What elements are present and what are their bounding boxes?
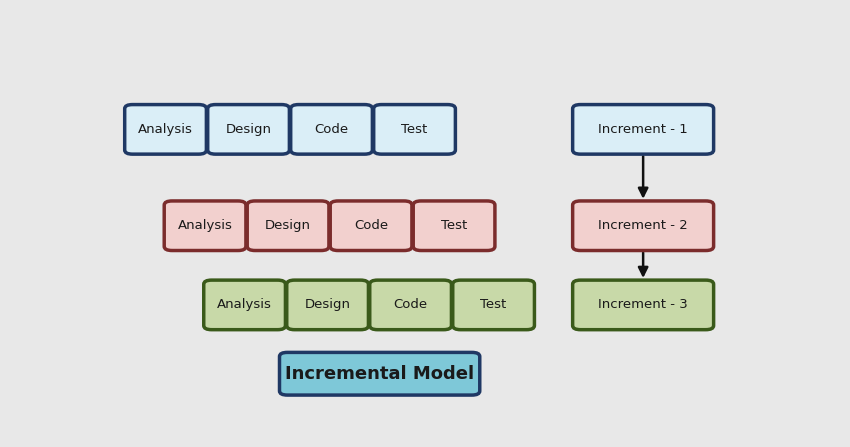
Text: Code: Code <box>394 299 428 312</box>
Text: Test: Test <box>441 219 468 232</box>
Text: Analysis: Analysis <box>178 219 233 232</box>
Text: Incremental Model: Incremental Model <box>285 365 474 383</box>
FancyBboxPatch shape <box>573 105 714 154</box>
Text: Design: Design <box>225 123 271 136</box>
Text: Test: Test <box>401 123 428 136</box>
FancyBboxPatch shape <box>286 280 368 330</box>
Text: Analysis: Analysis <box>138 123 193 136</box>
FancyBboxPatch shape <box>413 201 495 250</box>
Text: Design: Design <box>265 219 311 232</box>
FancyBboxPatch shape <box>573 280 714 330</box>
FancyBboxPatch shape <box>291 105 372 154</box>
FancyBboxPatch shape <box>453 280 535 330</box>
FancyBboxPatch shape <box>164 201 246 250</box>
FancyBboxPatch shape <box>125 105 207 154</box>
FancyBboxPatch shape <box>374 105 456 154</box>
Text: Increment - 2: Increment - 2 <box>598 219 688 232</box>
FancyBboxPatch shape <box>247 201 329 250</box>
FancyBboxPatch shape <box>330 201 412 250</box>
Text: Code: Code <box>314 123 348 136</box>
FancyBboxPatch shape <box>370 280 451 330</box>
FancyBboxPatch shape <box>280 352 479 395</box>
Text: Code: Code <box>354 219 388 232</box>
FancyBboxPatch shape <box>573 201 714 250</box>
FancyBboxPatch shape <box>207 105 289 154</box>
Text: Test: Test <box>480 299 507 312</box>
FancyBboxPatch shape <box>204 280 286 330</box>
Text: Analysis: Analysis <box>217 299 272 312</box>
Text: Increment - 3: Increment - 3 <box>598 299 688 312</box>
Text: Increment - 1: Increment - 1 <box>598 123 688 136</box>
Text: Design: Design <box>304 299 350 312</box>
